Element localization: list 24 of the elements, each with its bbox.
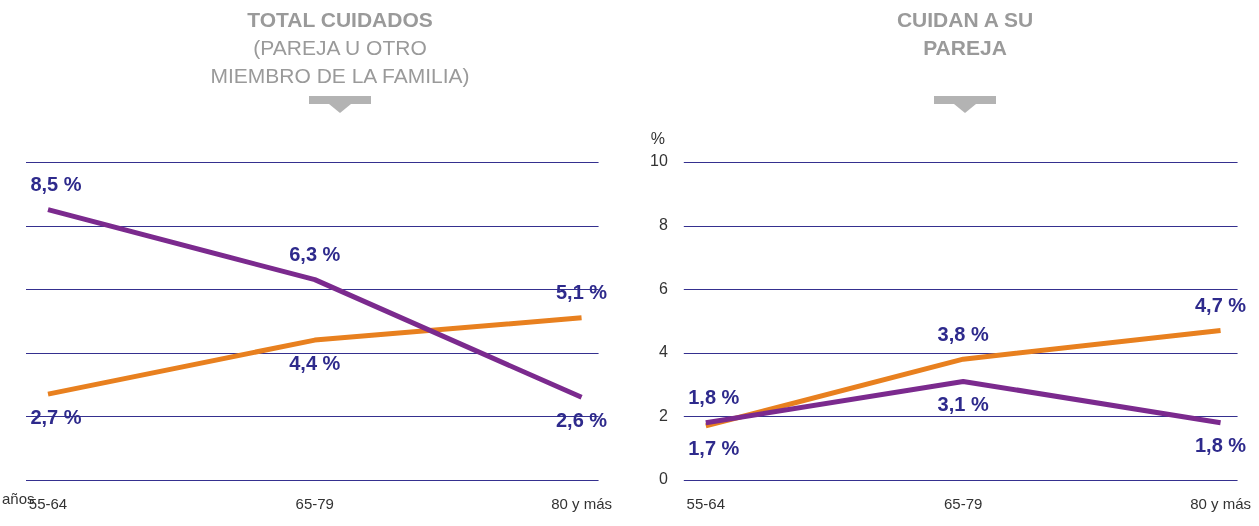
y-tick-label: 6 [658, 279, 668, 297]
x-tick-label: 65-79 [944, 495, 983, 513]
x-tick-label: 80 y más [551, 495, 612, 513]
data-label: 4,4 % [289, 351, 341, 374]
x-tick-label: 55-64 [686, 495, 725, 513]
data-label: 3,1 % [937, 392, 989, 415]
data-label: 8,5 % [30, 173, 82, 196]
y-tick-label: 10 [650, 152, 668, 170]
y-tick-label: 4 [658, 343, 668, 361]
y-axis-title: % [650, 130, 666, 148]
data-label: 4,7 % [1194, 294, 1247, 317]
y-tick-label: 0 [658, 470, 668, 488]
x-tick-label: 80 y más [1190, 495, 1251, 513]
x-tick-label: 65-79 [295, 495, 334, 513]
data-label: 3,8 % [937, 322, 989, 345]
y-tick-label: 2 [658, 406, 668, 424]
chart-title: TOTAL CUIDADOS [246, 7, 434, 33]
chart-title: CUIDAN A SU PAREJA [895, 7, 1035, 61]
chart-subtitle: (PAREJA U OTRO MIEMBRO DE LA FAMILIA) [209, 35, 471, 89]
data-label: 1,8 % [1194, 434, 1247, 457]
data-label: 1,8 % [688, 386, 740, 409]
data-label: 6,3 % [289, 243, 341, 266]
y-tick-label: 8 [658, 216, 668, 234]
data-label: 1,7 % [688, 437, 740, 460]
